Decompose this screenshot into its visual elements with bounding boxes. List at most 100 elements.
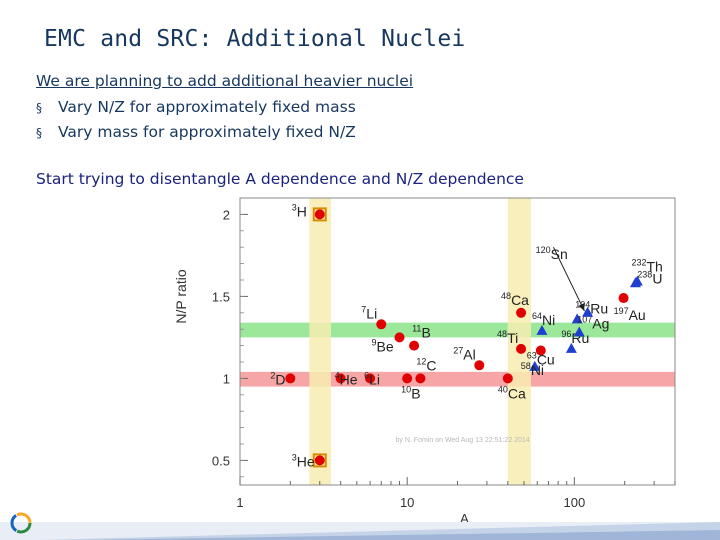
nucleus-label: 120Sn [536, 245, 568, 262]
nucleus-mass: 48 [497, 329, 507, 339]
vertical-band [507, 198, 531, 485]
nucleus-label: 232Th [631, 257, 662, 274]
nucleus-mass: 232 [631, 257, 646, 267]
existing-nucleus-point [365, 373, 376, 384]
nucleus-label: 27Al [453, 345, 475, 362]
existing-nucleus-point [409, 340, 420, 351]
nucleus-label: 238U [637, 270, 662, 287]
nucleus-mass: 3 [292, 202, 297, 212]
planned-nucleus-point [631, 275, 643, 286]
bullet-marker: § [36, 126, 42, 140]
nucleus-symbol: Li [366, 305, 377, 321]
y-tick-label: 1 [223, 371, 230, 386]
chart-svg: 1 10 100 0.5 1 1.5 2 A N/P ratio by N. Fomin on W… [173, 197, 676, 526]
sn-arrow-line [553, 246, 585, 312]
existing-nucleus-point [415, 373, 426, 384]
nucleus-symbol: He [340, 371, 358, 387]
nucleus-symbol: Ru [590, 300, 608, 316]
nucleus-symbol: H [297, 203, 307, 219]
nucleus-symbol: D [275, 371, 285, 387]
existing-nucleus-point [314, 455, 325, 466]
np-ratio-chart: 1 10 100 0.5 1 1.5 2 A N/P ratio by N. Fomin on W… [160, 195, 680, 526]
planned-nucleus-point [571, 313, 583, 324]
bullet-marker: § [36, 101, 42, 115]
nucleus-symbol: Li [369, 371, 380, 387]
nucleus-symbol: U [652, 271, 662, 287]
nucleus-mass: 238 [637, 270, 652, 280]
nucleus-label: 197Au [614, 306, 646, 323]
nucleus-mass: 4 [335, 370, 340, 380]
nucleus-label: 48Ca [501, 291, 529, 308]
nucleus-mass: 10 [401, 384, 411, 394]
nucleus-label: 104Ru [575, 299, 608, 316]
nucleus-mass: 104 [575, 299, 590, 309]
nucleus-symbol: Ti [507, 330, 518, 346]
existing-nucleus-point [502, 373, 513, 384]
horizontal-band [240, 322, 675, 338]
nucleus-mass: 3 [292, 452, 297, 462]
bullet-item: § Vary N/Z for approximately fixed mass [36, 98, 356, 116]
nucleus-label: 63Cu [527, 351, 555, 368]
nucleus-symbol: B [411, 385, 420, 401]
nucleus-symbol: Au [629, 307, 646, 323]
planned-nucleus-point [529, 360, 541, 371]
existing-nucleus-point [335, 373, 346, 384]
nucleus-label: 11B [412, 324, 431, 341]
y-tick-label: 2 [223, 207, 230, 222]
planned-nucleus-point [582, 306, 594, 317]
nucleus-label: 40Ca [498, 384, 526, 401]
bullet-text: Vary N/Z for approximately fixed mass [58, 98, 356, 116]
nucleus-mass: 2 [270, 370, 275, 380]
nucleus-mass: 11 [412, 324, 421, 334]
nucleus-mass: 7 [361, 304, 366, 314]
point-highlight-box [312, 207, 327, 222]
nucleus-label: 48Ti [497, 329, 518, 346]
nucleus-label: 107Ag [577, 314, 609, 331]
nucleus-symbol: Ag [592, 315, 609, 331]
nucleus-label: 6Li [364, 370, 380, 387]
existing-nucleus-point [474, 360, 485, 371]
nucleus-label: 9Be [372, 337, 394, 354]
nucleus-mass: 120 [536, 245, 551, 255]
nucleus-label: 12C [416, 356, 436, 373]
existing-nucleus-point [535, 345, 546, 356]
existing-nucleus-point [618, 293, 629, 304]
nucleus-label: 3H [292, 202, 307, 219]
existing-nucleus-point [402, 373, 413, 384]
nucleus-mass: 9 [372, 337, 377, 347]
existing-nucleus-point [376, 319, 387, 330]
intro-text: We are planning to add additional heavie… [36, 72, 414, 90]
nucleus-symbol: Al [463, 346, 475, 362]
nucleus-mass: 63 [527, 351, 537, 361]
y-axis-label: N/P ratio [173, 269, 189, 323]
nucleus-label: 58Ni [521, 361, 544, 378]
existing-nucleus-point [516, 343, 527, 354]
nucleus-symbol: Ni [542, 312, 555, 328]
horizontal-band [240, 371, 675, 387]
nucleus-symbol: Th [646, 258, 662, 274]
nucleus-symbol: Be [377, 338, 394, 354]
nucleus-label: 3He [292, 452, 315, 469]
nucleus-mass: 197 [614, 306, 629, 316]
existing-nucleus-point [285, 373, 296, 384]
nucleus-label: 64Ni [532, 311, 555, 328]
nucleus-symbol: He [297, 453, 315, 469]
x-tick-label: 1 [236, 495, 243, 510]
y-tick-label: 1.5 [212, 289, 230, 304]
x-tick-label: 100 [563, 495, 585, 510]
nucleus-mass: 64 [532, 311, 542, 321]
nucleus-mass: 107 [577, 314, 592, 324]
bullet-item: § Vary mass for approximately fixed N/Z [36, 123, 356, 141]
planned-nucleus-point [573, 326, 585, 337]
chart-annotation: by N. Fomin on Wed Aug 13 22:51:22 2014 [396, 437, 530, 444]
nucleus-symbol: C [426, 357, 436, 373]
bullet-text: Vary mass for approximately fixed N/Z [58, 123, 356, 141]
nucleus-label: 10B [401, 384, 420, 401]
x-tick-label: 10 [400, 495, 414, 510]
nucleus-symbol: Cu [537, 352, 555, 368]
nucleus-label: 4He [335, 370, 358, 387]
nucleus-mass: 96 [561, 329, 571, 339]
existing-nucleus-point [516, 307, 527, 318]
nucleus-mass: 27 [453, 345, 463, 355]
vertical-band [309, 198, 331, 485]
